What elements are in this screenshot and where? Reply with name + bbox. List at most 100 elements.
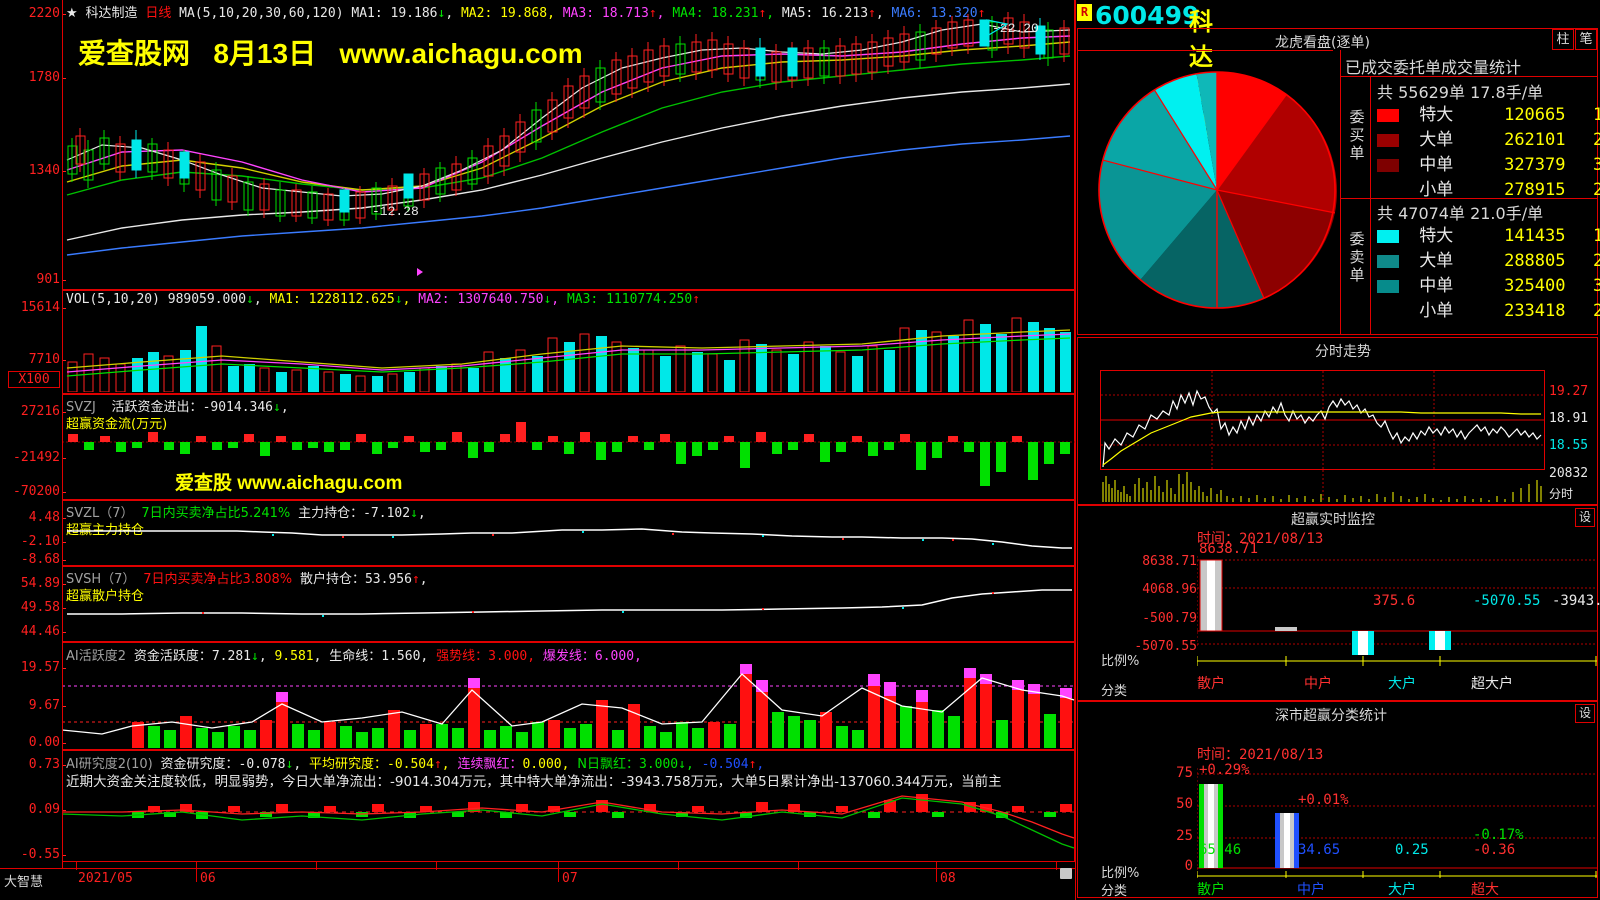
ma3-value: 18.713: [601, 6, 649, 21]
sell-pct-3: 24%: [1593, 301, 1600, 321]
ai-yanjiu-f4-value: 3.000: [639, 757, 679, 772]
svzl-main-label: 主力持仓：: [298, 506, 364, 521]
buy-row-3: 小单 278915 28%: [1377, 175, 1600, 200]
favorite-star-icon[interactable]: ★: [66, 6, 78, 21]
sell-side-char: 委卖单: [1349, 230, 1365, 284]
ma3-arrow-icon: ↑: [648, 6, 657, 21]
ma6-arrow-icon: ↑: [977, 6, 986, 21]
svsh-line-svg: [67, 589, 1072, 617]
ai-yanjiu-header: AI研究度2(10) 资金研究度：-0.078↓, 平均研究度：-0.504↑,…: [66, 757, 765, 772]
vol-ma3-arrow-icon: ↑: [692, 292, 701, 307]
realtime-ratio-label: 比例%: [1101, 654, 1140, 669]
order-panel-frame: [1077, 28, 1598, 335]
ma4-value: 18.231: [711, 6, 759, 21]
svzj-arrow-icon: ↓: [273, 400, 281, 415]
classify-time-label: 时间：: [1197, 747, 1239, 763]
sell-summary: 共 47074单 21.0手/单: [1377, 204, 1544, 223]
realtime-cat-2: 大户: [1388, 676, 1416, 692]
ai-huoyue-code: AI活跃度2: [66, 649, 126, 664]
ai-yanjiu-f4-label: N日飘红：: [577, 757, 639, 772]
svsh-code: SVSH（7）: [66, 572, 136, 587]
sell-row-3: 小单 233418 24%: [1377, 296, 1600, 321]
classify-axis-1: 50: [1176, 796, 1193, 812]
realtime-value-3: -3943.76: [1552, 593, 1600, 609]
right-info-pane: R 600499 科达制造 龙虎看盘(逐单) 柱 笔: [1075, 0, 1600, 900]
svzj-title: 活跃资金进出：: [111, 400, 203, 415]
svzj-axis-min: -70200: [13, 484, 60, 499]
watermark-date: 8月13日: [213, 38, 317, 69]
realtime-value-0: 8638.71: [1199, 541, 1259, 557]
realtime-time-label: 时间：: [1197, 531, 1239, 547]
ma3-label: MA3:: [562, 6, 595, 21]
classify-delta-1: +0.01%: [1298, 792, 1349, 808]
intraday-chart-svg: [1101, 371, 1544, 469]
btn-zhu[interactable]: 柱: [1552, 29, 1574, 50]
buy-pct-3: 28%: [1593, 180, 1600, 200]
sell-swatch-0: [1377, 230, 1399, 243]
ai-yanjiu-f5-arrow-icon: ↑: [748, 757, 757, 772]
buy-swatch-3: [1377, 184, 1399, 197]
ai-huoyue-f2-value: 9.581: [274, 649, 314, 664]
sell-row-2: 中单 325400 33%: [1377, 271, 1600, 296]
price-axis-1340: 1340: [28, 163, 60, 178]
watermark-aichagu: 爱查股网 8月13日 www.aichagu.com: [78, 32, 583, 72]
volume-value: 989059.000: [167, 292, 247, 307]
classify-set-button[interactable]: 设: [1575, 704, 1595, 723]
sell-pct-1: 29%: [1593, 251, 1600, 271]
realtime-axis-0: 8638.71: [1142, 554, 1197, 569]
sell-swatch-3: [1377, 305, 1399, 318]
ai-yanjiu-f4-arrow-icon: ↓: [678, 757, 686, 772]
realtime-set-button[interactable]: 设: [1575, 508, 1595, 527]
svsh-axis-max: 54.89: [20, 576, 60, 591]
classify-value-2: 0.25: [1395, 842, 1429, 858]
classify-bars-svg: [1197, 768, 1597, 878]
svg-text:-22.20: -22.20: [992, 21, 1039, 36]
realtime-value-2b: -5070.55: [1473, 593, 1541, 609]
volume-title: VOL(5,10,20): [66, 292, 160, 307]
ma1-label: MA1:: [351, 6, 383, 21]
classify-class-label: 分类: [1101, 884, 1128, 899]
classify-value-1: 34.65: [1298, 842, 1341, 858]
ma-formula-label: MA(5,10,20,30,60,120): [179, 6, 344, 21]
buy-row-2: 中单 327379 33%: [1377, 150, 1600, 175]
ma2: MA2: 19.868,: [460, 6, 555, 21]
buy-value-3: 278915: [1504, 180, 1566, 200]
ma1-arrow-icon: ↓: [437, 6, 446, 21]
ai-yanjiu-bars-svg: [62, 794, 1075, 849]
sell-value-0: 141435: [1504, 226, 1566, 246]
sell-row-1: 大单 288805 29%: [1377, 246, 1600, 271]
buy-label-0: 特大: [1419, 105, 1454, 125]
date-axis-line: [0, 868, 1075, 869]
ma5: MA5: 16.213↑,: [781, 6, 884, 21]
svzl-pct-label: 7日内买卖净占比5.241%: [141, 506, 291, 521]
ai-huoyue-f3-value: 1.560: [381, 649, 421, 664]
sell-value-1: 288805: [1504, 251, 1566, 271]
buy-row-1: 大单 262101 27%: [1377, 125, 1600, 150]
ma4: MA4: 18.231↑,: [672, 6, 775, 21]
realtime-time: 时间：2021/08/13: [1197, 528, 1323, 548]
intraday-mid-label: 18.91: [1549, 411, 1589, 426]
svzl-axis-mid: -2.10: [20, 534, 60, 549]
volume-bars-svg: [66, 317, 1071, 392]
ai-yanjiu-f2-value: -0.504: [387, 757, 434, 772]
ai-huoyue-f5-label: 爆发线：: [542, 649, 595, 664]
buy-pct-1: 27%: [1593, 130, 1600, 150]
period-label[interactable]: 日线: [145, 6, 172, 21]
buy-value-1: 262101: [1504, 130, 1566, 150]
classify-time: 时间：2021/08/13: [1197, 744, 1323, 764]
realtime-value-1: 375.6: [1373, 593, 1416, 609]
svzl-code: SVZL（7）: [66, 506, 134, 521]
svzl-line-svg: [67, 528, 1072, 549]
ai-yanjiu-f3-label: 连续飘红：: [457, 757, 523, 772]
realtime-cat-0: 散户: [1197, 676, 1225, 692]
ai-yanjiu-axis-mid: 0.09: [28, 802, 60, 817]
sell-row-0: 特大 141435 14%: [1377, 221, 1600, 246]
svg-text:-12.28: -12.28: [372, 204, 419, 219]
ai-yanjiu-commentary: 近期大资金关注度较低，明显弱势，今日大单净流出：-9014.304万元，其中特大…: [66, 774, 1002, 790]
ai-huoyue-f3-label: 生命线：: [329, 649, 382, 664]
kline-header: ★ 科达制造 日线 MA(5,10,20,30,60,120) MA1: 19.…: [66, 2, 985, 21]
buy-swatch-1: [1377, 134, 1399, 147]
lock-icon[interactable]: [1060, 868, 1072, 879]
price-axis-2220: 2220: [28, 6, 60, 21]
btn-bi[interactable]: 笔: [1575, 29, 1597, 50]
